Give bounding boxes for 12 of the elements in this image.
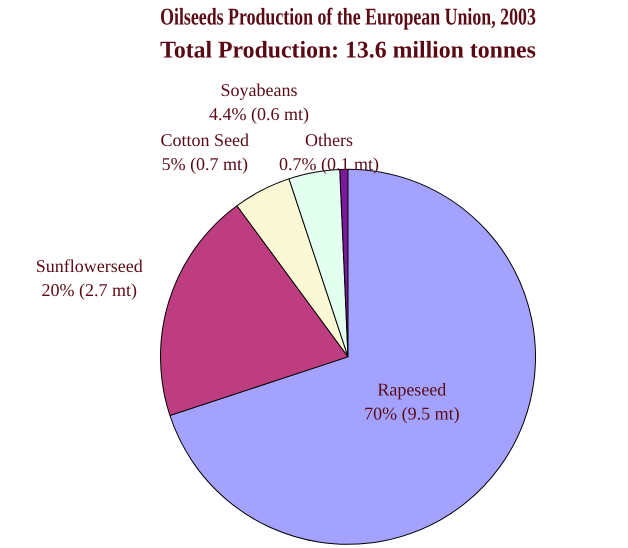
chart-subtitle: Total Production: 13.6 million tonnes bbox=[160, 37, 536, 64]
data-label: 5% (0.7 mt) bbox=[162, 154, 248, 174]
data-label: 20% (2.7 mt) bbox=[41, 280, 137, 300]
data-label: 0.7% (0.1 mt) bbox=[279, 154, 380, 174]
slice-label: Cotton Seed bbox=[160, 130, 250, 150]
slice-label: Soyabeans bbox=[220, 80, 298, 100]
slice-label: Sunflowerseed bbox=[36, 256, 143, 276]
chart-title: Oilseeds Production of the European Union, 2003 bbox=[160, 3, 536, 30]
data-label: 4.4% (0.6 mt) bbox=[209, 104, 309, 124]
data-label: 70% (9.5 mt) bbox=[364, 404, 460, 424]
slice-label: Rapeseed bbox=[377, 380, 446, 400]
slice-label: Others bbox=[305, 130, 354, 150]
